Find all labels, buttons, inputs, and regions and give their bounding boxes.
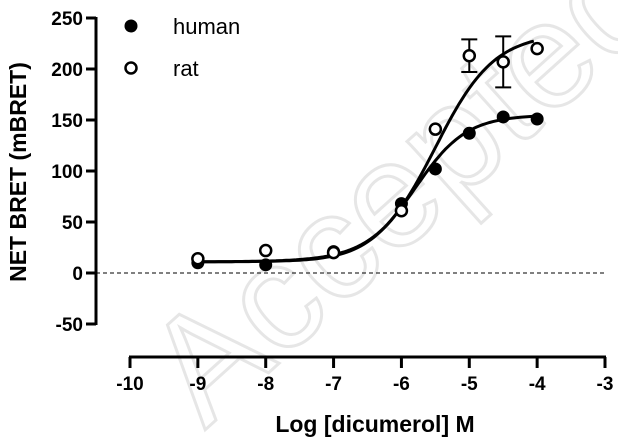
x-axis-title: Log [dicumerol] M xyxy=(275,411,474,437)
rat-data-point xyxy=(326,245,341,260)
rat-data-point xyxy=(258,243,273,258)
x-tick-label: -6 xyxy=(393,374,410,395)
y-tick-label: 250 xyxy=(51,9,83,30)
legend-label-human: human xyxy=(173,14,240,39)
rat-data-point xyxy=(394,204,409,218)
y-axis-title: NET BRET (mBRET) xyxy=(5,62,31,282)
human-data-point xyxy=(428,162,442,176)
x-tick-label: -3 xyxy=(597,374,614,395)
y-tick-label: 50 xyxy=(62,213,83,234)
rat-data-point xyxy=(462,48,477,63)
human-data-point xyxy=(530,112,544,126)
rat-fit-curve xyxy=(197,39,535,264)
legend: human rat xyxy=(124,14,240,81)
rat-data-point xyxy=(496,55,510,69)
x-tick-label: -8 xyxy=(257,374,274,395)
rat-data-point xyxy=(191,251,205,266)
x-tick-label: -7 xyxy=(325,374,342,395)
rat-data-point xyxy=(428,122,443,136)
legend-marker-rat xyxy=(124,61,138,75)
y-tick-label: 0 xyxy=(72,264,83,285)
rat-data-point xyxy=(530,41,544,56)
y-tick-label: -50 xyxy=(56,315,83,336)
y-tick-label: 100 xyxy=(51,162,83,183)
axes: -50 0 50 100 150 200 250 -10 -9 -8 -7 -6 -5 -4 -3 xyxy=(51,9,613,395)
legend-label-rat: rat xyxy=(173,56,199,81)
legend-marker-human xyxy=(124,19,138,33)
x-tick-label: -10 xyxy=(116,374,143,395)
human-data-point xyxy=(496,110,510,124)
x-tick-label: -4 xyxy=(529,374,546,395)
human-data-point xyxy=(259,258,273,272)
human-data-point xyxy=(462,126,476,140)
x-tick-label: -9 xyxy=(189,374,206,395)
y-tick-label: 150 xyxy=(51,111,83,132)
x-tick-label: -5 xyxy=(461,374,478,395)
plot-area xyxy=(96,35,605,274)
y-tick-label: 200 xyxy=(51,60,83,81)
